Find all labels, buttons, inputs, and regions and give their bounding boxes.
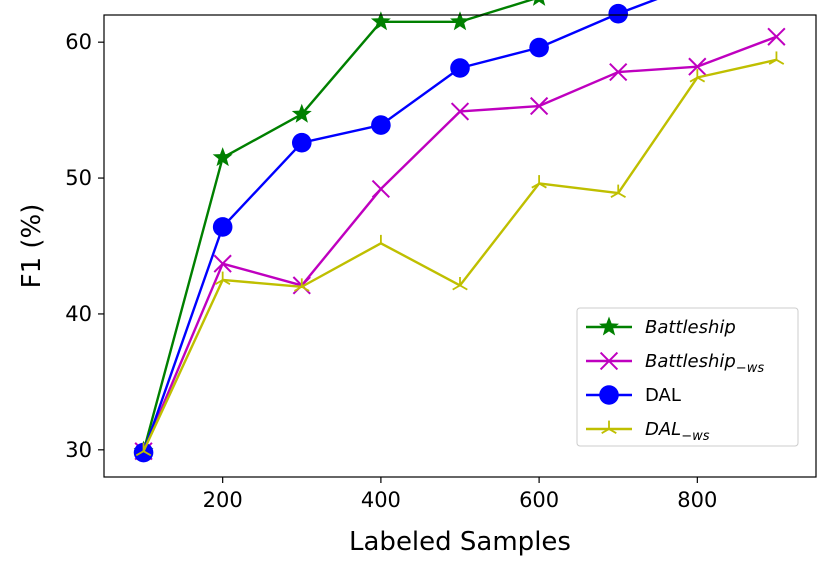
data-point (294, 278, 310, 292)
data-point (214, 271, 231, 285)
plot-area (133, 0, 786, 463)
data-point (689, 69, 706, 83)
marker-stroke (530, 96, 549, 116)
marker-stroke (767, 27, 786, 46)
data-point (135, 442, 152, 457)
data-point (213, 254, 232, 273)
legend-item-1: Battleship−ws (586, 351, 764, 376)
data-point (530, 96, 549, 116)
marker-stroke (538, 182, 547, 189)
y-tick-label: 40 (65, 302, 92, 326)
y-tick-label: 50 (65, 166, 92, 190)
legend: Battleship Battleship−ws DAL DAL−ws (576, 307, 799, 447)
plot-frame (103, 14, 817, 478)
marker-stroke (373, 242, 382, 249)
data-point (768, 51, 785, 65)
legend-item-0: Battleship (586, 316, 736, 338)
data-point (532, 0, 546, 6)
marker-stroke (531, 182, 540, 189)
legend-marker (601, 420, 617, 434)
data-point (531, 175, 547, 189)
data-point (767, 27, 786, 46)
data-point (529, 37, 549, 58)
data-point (133, 442, 154, 463)
data-point (370, 11, 391, 31)
data-point (452, 277, 468, 291)
marker-stroke (599, 351, 619, 371)
marker-stroke (689, 76, 698, 83)
legend-label: Battleship−ws (645, 351, 764, 376)
data-point (450, 11, 470, 31)
marker-stroke (450, 102, 470, 121)
legend-box (576, 307, 799, 447)
data-point (450, 58, 470, 78)
marker-stroke (380, 242, 389, 249)
data-point (608, 3, 629, 24)
marker-stroke (452, 284, 461, 291)
data-point (212, 147, 233, 167)
data-point (688, 57, 707, 76)
x-tick-label: 800 (677, 488, 717, 512)
legend-item-3: DAL−ws (586, 419, 710, 444)
series-2 (133, 0, 658, 463)
legend-label: Battleship (645, 317, 736, 338)
data-point (291, 132, 312, 153)
legend-marker (599, 351, 619, 371)
y-tick-label: 30 (65, 438, 92, 462)
data-point (291, 103, 312, 123)
data-point (450, 102, 470, 121)
axes: 200 400 600 800 30 40 50 60 (65, 14, 817, 512)
marker-stroke (135, 450, 145, 457)
legend-marker (599, 316, 619, 336)
marker-stroke (609, 62, 628, 82)
x-tick-label: 600 (519, 488, 559, 512)
marker-stroke (214, 279, 224, 285)
marker-stroke (371, 179, 390, 199)
marker-stroke (213, 254, 232, 273)
marker-stroke (696, 76, 706, 83)
marker-stroke (608, 428, 617, 434)
marker-stroke (617, 192, 626, 198)
data-point (610, 184, 626, 198)
y-tick-label: 60 (65, 30, 92, 54)
marker-stroke (775, 59, 785, 65)
marker-stroke (688, 57, 707, 76)
data-point (373, 234, 389, 249)
marker-stroke (301, 285, 310, 292)
x-tick-label: 200 (203, 488, 243, 512)
legend-label: DAL−ws (645, 419, 710, 444)
marker-stroke (143, 450, 152, 457)
x-axis-title: Labeled Samples (349, 527, 571, 557)
legend-item-2: DAL (586, 385, 681, 406)
data-point (371, 179, 390, 199)
legend-marker (599, 385, 619, 405)
marker-stroke (294, 285, 303, 292)
data-point (212, 217, 233, 237)
marker-stroke (768, 59, 777, 65)
marker-stroke (459, 284, 468, 291)
data-point (609, 62, 628, 82)
legend-label: DAL (645, 385, 681, 406)
y-axis-title: F1 (%) (17, 204, 47, 289)
x-tick-label: 400 (361, 488, 401, 512)
marker-stroke (601, 428, 610, 434)
series-3 (135, 51, 785, 457)
data-point (371, 115, 391, 135)
marker-stroke (610, 192, 619, 198)
marker-stroke (222, 279, 231, 285)
